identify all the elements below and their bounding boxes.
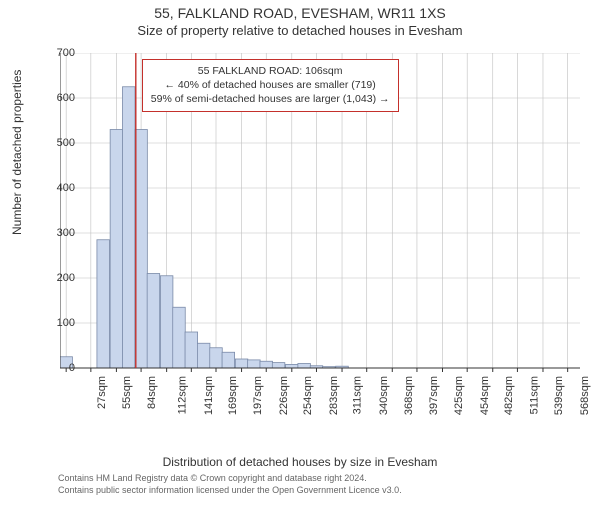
y-tick: 400	[57, 182, 75, 194]
x-tick: 311sqm	[352, 376, 364, 414]
x-tick: 283sqm	[328, 376, 340, 415]
chart-plot-area: 55 FALKLAND ROAD: 106sqm ← 40% of detach…	[60, 53, 580, 423]
x-tick: 141sqm	[203, 376, 215, 415]
x-tick: 340sqm	[378, 376, 390, 415]
y-tick: 0	[69, 362, 75, 374]
x-tick: 482sqm	[503, 376, 515, 415]
x-tick: 511sqm	[528, 376, 540, 414]
x-tick: 539sqm	[554, 376, 566, 415]
callout-line3: 59% of semi-detached houses are larger (…	[151, 92, 390, 106]
x-tick: 55sqm	[121, 376, 133, 409]
x-tick: 568sqm	[579, 376, 591, 415]
footer-line2: Contains public sector information licen…	[58, 485, 402, 497]
footer-attribution: Contains HM Land Registry data © Crown c…	[58, 473, 402, 496]
marker-callout: 55 FALKLAND ROAD: 106sqm ← 40% of detach…	[142, 59, 399, 112]
x-tick: 368sqm	[403, 376, 415, 415]
x-tick: 27sqm	[96, 376, 108, 409]
chart-title-main: 55, FALKLAND ROAD, EVESHAM, WR11 1XS	[0, 5, 600, 21]
y-tick: 500	[57, 137, 75, 149]
y-axis-label: Number of detached properties	[10, 70, 24, 235]
x-tick: 226sqm	[278, 376, 290, 415]
x-tick: 169sqm	[227, 376, 239, 415]
chart-title-sub: Size of property relative to detached ho…	[0, 23, 600, 38]
x-tick: 84sqm	[146, 376, 158, 409]
y-tick: 200	[57, 272, 75, 284]
x-tick: 454sqm	[479, 376, 491, 415]
callout-line2: ← 40% of detached houses are smaller (71…	[151, 78, 390, 92]
x-tick: 254sqm	[302, 376, 314, 415]
y-tick: 700	[57, 47, 75, 59]
x-tick: 397sqm	[428, 376, 440, 415]
x-tick: 112sqm	[176, 376, 188, 414]
y-tick: 100	[57, 317, 75, 329]
x-axis-label: Distribution of detached houses by size …	[0, 455, 600, 469]
footer-line1: Contains HM Land Registry data © Crown c…	[58, 473, 402, 485]
y-tick: 600	[57, 92, 75, 104]
x-tick: 197sqm	[252, 376, 264, 415]
y-tick: 300	[57, 227, 75, 239]
callout-line1: 55 FALKLAND ROAD: 106sqm	[151, 64, 390, 78]
x-tick: 425sqm	[453, 376, 465, 415]
